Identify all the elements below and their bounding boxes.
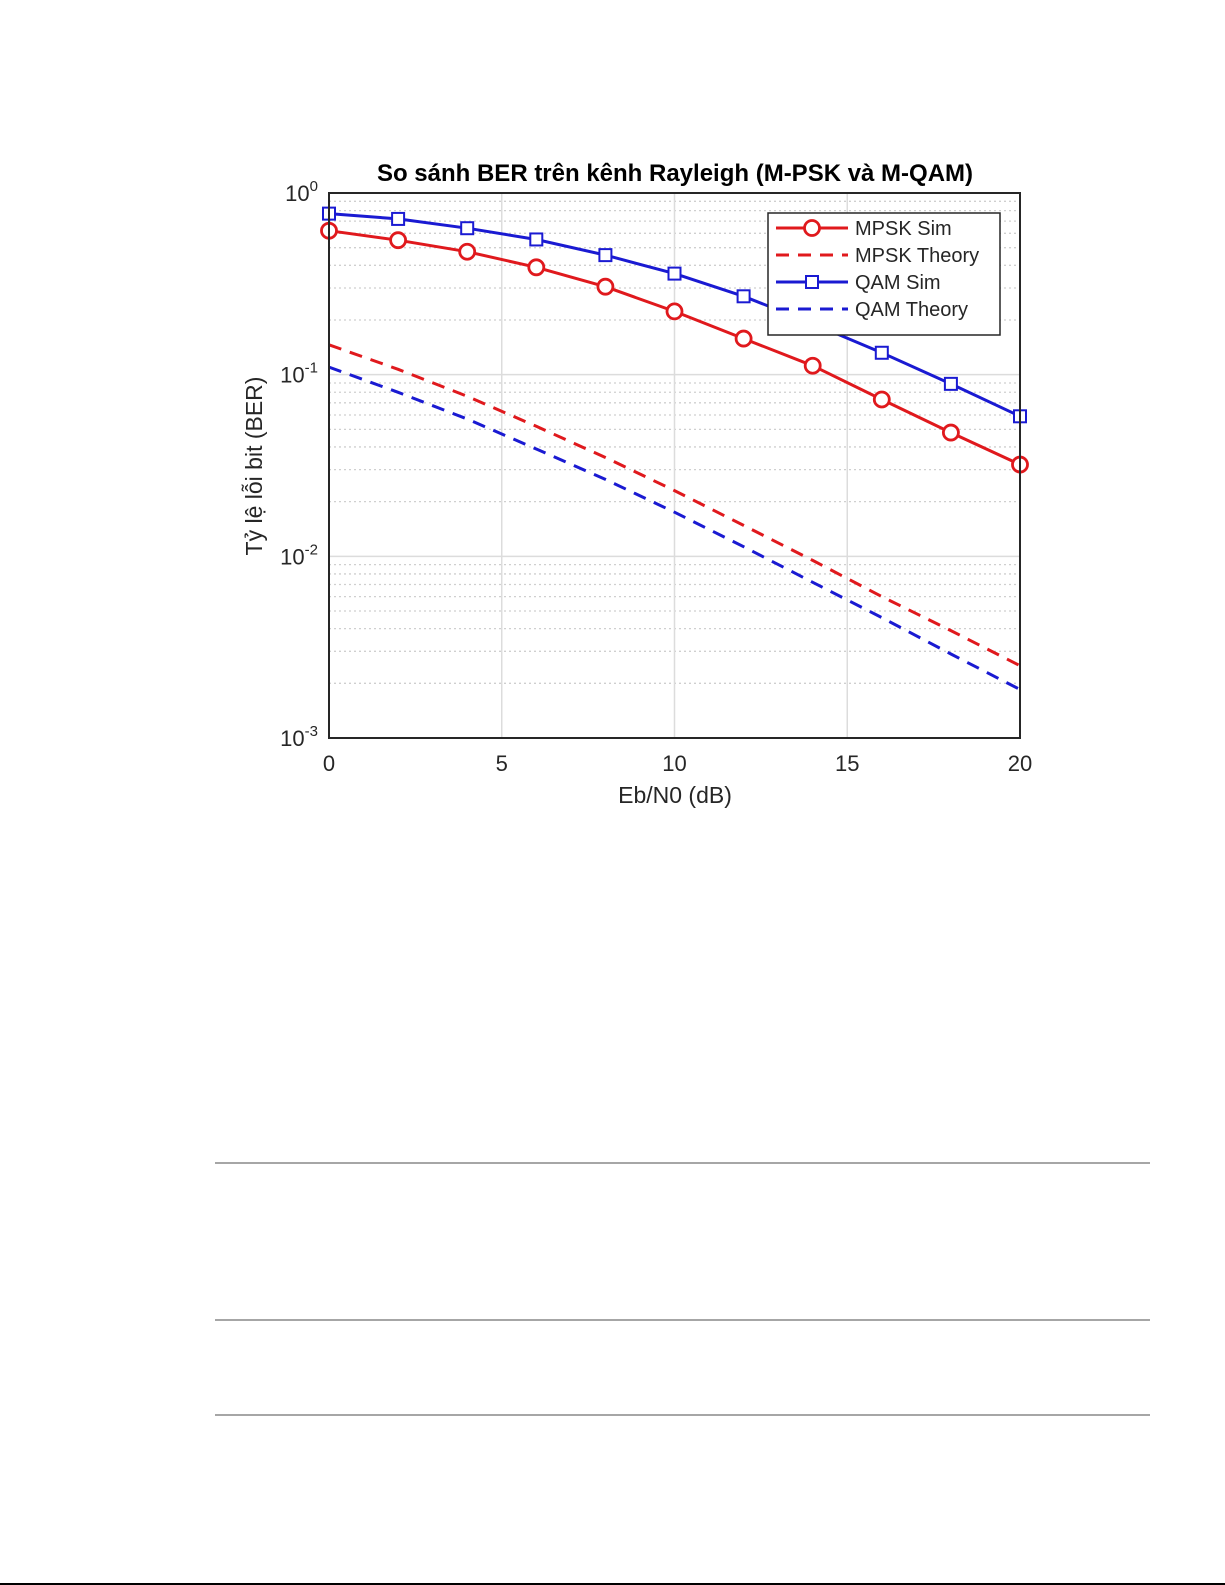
divider-line-1: [215, 1162, 1150, 1164]
point-mpsk-sim: [803, 356, 822, 375]
y-axis-label: Tỷ lệ lỗi bit (BER): [241, 377, 267, 556]
point-mpsk-sim: [527, 258, 546, 277]
plot-frame: [328, 192, 1021, 739]
page-bottom-edge: [0, 1583, 1225, 1585]
point-qam-sim: [391, 211, 406, 226]
tick-labels: 0 5 10 15 20 100 10-1 10-2 10-3: [280, 178, 1032, 776]
legend-label-qam-theory: QAM Theory: [855, 299, 968, 321]
point-mpsk-sim: [458, 242, 477, 261]
x-tick-label: 10: [662, 751, 686, 776]
legend-marker-mpsk-sim: [803, 219, 821, 237]
x-tick-label: 5: [496, 751, 508, 776]
point-qam-sim: [736, 289, 751, 304]
point-qam-sim: [874, 345, 889, 360]
series-layer: [320, 206, 1029, 691]
point-mpsk-sim: [872, 390, 891, 409]
point-qam-sim: [598, 248, 613, 263]
y-tick-label: 10-1: [280, 360, 318, 388]
point-mpsk-sim: [665, 302, 684, 321]
series-line-qam-theory: [328, 365, 1021, 691]
point-qam-sim: [460, 221, 475, 236]
legend-label-mpsk-theory: MPSK Theory: [855, 245, 979, 267]
legend-marker-qam-sim: [805, 275, 819, 289]
point-mpsk-sim: [734, 329, 753, 348]
y-tick-label: 10-2: [280, 541, 318, 569]
x-tick-label: 15: [835, 751, 859, 776]
y-tick-label: 10-3: [280, 723, 318, 751]
y-tick-label: 100: [285, 178, 318, 206]
point-mpsk-sim: [596, 277, 615, 296]
divider-line-3: [215, 1414, 1150, 1416]
ber-chart-svg: 0 5 10 15 20 100 10-1 10-2 10-3 So sánh BER trên…: [241, 160, 1032, 808]
point-mpsk-sim: [942, 423, 960, 442]
x-tick-label: 20: [1008, 751, 1032, 776]
legend-label-mpsk-sim: MPSK Sim: [855, 218, 952, 240]
chart-title: So sánh BER trên kênh Rayleigh (M-PSK và…: [377, 160, 973, 187]
point-qam-sim: [529, 232, 544, 247]
legend-label-qam-sim: QAM Sim: [855, 272, 941, 294]
point-qam-sim: [943, 376, 958, 391]
point-mpsk-sim: [389, 231, 408, 250]
divider-line-2: [215, 1319, 1150, 1321]
x-tick-label: 0: [323, 751, 335, 776]
x-axis-label: Eb/N0 (dB): [618, 782, 732, 808]
ber-chart: 0 5 10 15 20 100 10-1 10-2 10-3 So sánh BER trên…: [241, 160, 1032, 808]
series-line-mpsk-theory: [328, 343, 1021, 668]
legend: MPSK Sim MPSK Theory QAM Sim QAM Theory: [767, 212, 1001, 336]
point-qam-sim: [667, 266, 682, 281]
